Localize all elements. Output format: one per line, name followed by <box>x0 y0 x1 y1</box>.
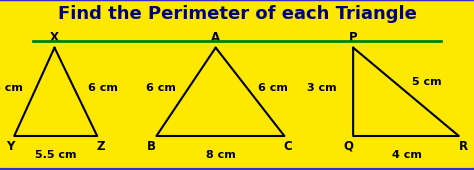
Text: R: R <box>459 140 468 153</box>
Text: P: P <box>349 31 357 44</box>
Text: Q: Q <box>343 140 354 153</box>
Text: A: A <box>211 31 220 44</box>
Text: 6 cm: 6 cm <box>88 83 118 93</box>
Text: 5.5 cm: 5.5 cm <box>35 150 77 160</box>
Text: 6 cm: 6 cm <box>0 83 23 93</box>
Text: X: X <box>50 31 59 44</box>
Text: 3 cm: 3 cm <box>307 83 337 93</box>
Text: Find the Perimeter of each Triangle: Find the Perimeter of each Triangle <box>57 5 417 23</box>
Text: 6 cm: 6 cm <box>146 83 175 93</box>
Text: Y: Y <box>6 140 15 153</box>
Text: 8 cm: 8 cm <box>206 150 235 160</box>
Text: Z: Z <box>97 140 105 153</box>
Text: 5 cm: 5 cm <box>412 77 442 87</box>
Text: 6 cm: 6 cm <box>258 83 288 93</box>
Text: C: C <box>284 140 292 153</box>
Text: 4 cm: 4 cm <box>392 150 422 160</box>
Text: B: B <box>147 140 156 153</box>
